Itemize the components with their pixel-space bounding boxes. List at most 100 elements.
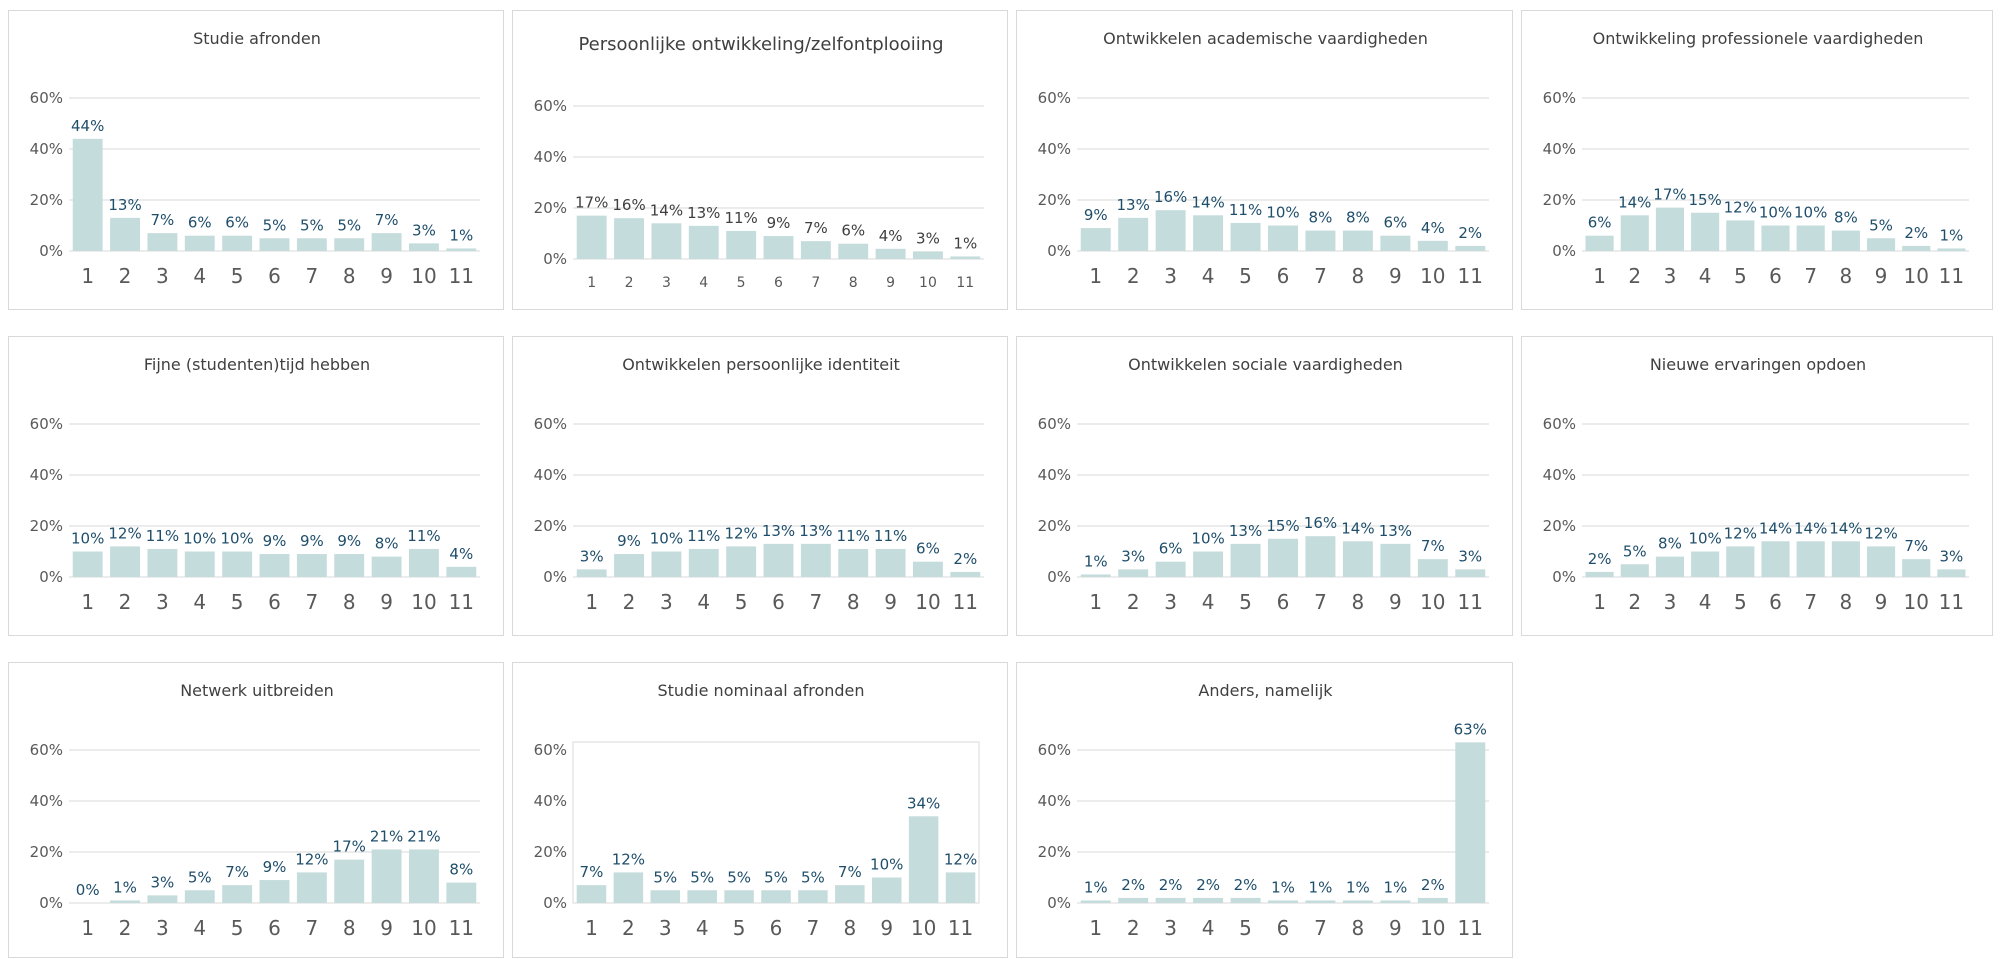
x-tick-label: 3 [1664, 264, 1677, 288]
data-label: 1% [1383, 878, 1407, 896]
bar [334, 554, 365, 577]
bar [1080, 900, 1111, 903]
x-tick-label: 7 [811, 275, 820, 291]
bar [800, 241, 831, 259]
data-label: 3% [151, 873, 175, 891]
chart-panel: Nieuwe ervaringen opdoen 0% 20% 40% 60% 2% 1 5%… [1521, 336, 1993, 636]
data-label: 14% [1794, 519, 1827, 537]
chart-panel: Ontwikkelen sociale vaardigheden 0% 20% 40%… [1016, 336, 1513, 636]
data-label: 9% [263, 858, 287, 876]
data-label: 13% [1379, 522, 1412, 540]
x-tick-label: 11 [1939, 590, 1964, 614]
bar [1831, 230, 1860, 251]
data-label: 9% [1084, 206, 1108, 224]
bar [1193, 897, 1224, 903]
x-tick-label: 11 [449, 590, 474, 614]
y-tick-label: 40% [1543, 466, 1576, 484]
data-label: 8% [449, 861, 473, 879]
data-label: 16% [1154, 188, 1187, 206]
data-label: 7% [151, 211, 175, 229]
x-tick-label: 3 [156, 590, 169, 614]
bar [1080, 228, 1111, 251]
chart-title: Nieuwe ervaringen opdoen [1650, 355, 1866, 374]
data-label: 14% [1341, 519, 1374, 537]
bar [184, 235, 215, 251]
y-tick-label: 20% [30, 517, 63, 535]
x-tick-label: 7 [809, 590, 822, 614]
data-label: 12% [108, 524, 141, 542]
data-label: 2% [1458, 224, 1482, 242]
data-label: 7% [1904, 537, 1928, 555]
x-tick-label: 4 [1202, 264, 1215, 288]
x-tick-label: 1 [1593, 264, 1606, 288]
x-tick-label: 2 [1628, 264, 1641, 288]
bar [1080, 574, 1111, 577]
bar [1726, 546, 1755, 577]
bar [576, 885, 607, 903]
bar [1796, 225, 1825, 251]
bar [222, 885, 253, 903]
data-label: 3% [1458, 547, 1482, 565]
data-label: 1% [1084, 552, 1108, 570]
bar [147, 895, 178, 903]
y-tick-label: 20% [1543, 517, 1576, 535]
x-tick-label: 9 [380, 264, 393, 288]
data-label: 10% [1794, 204, 1827, 222]
chart-title: Anders, namelijk [1198, 681, 1333, 700]
data-label: 10% [183, 530, 216, 548]
y-tick-label: 60% [1038, 89, 1071, 107]
x-tick-label: 11 [449, 916, 474, 940]
bar [1726, 220, 1755, 251]
y-tick-label: 0% [1047, 242, 1071, 260]
chart-panel: Studie afronden 0% 20% 40% 60% 44% 1 13% 2 7% 3 6% 4… [8, 10, 504, 310]
bar [913, 251, 943, 259]
bar [1902, 245, 1931, 251]
data-label: 7% [804, 219, 828, 237]
bar-chart: Studie nominaal afronden0%20%40%60%7%112… [534, 681, 980, 940]
bar [688, 548, 719, 577]
data-label: 10% [71, 530, 104, 548]
data-label: 9% [337, 532, 361, 550]
bar [1455, 245, 1486, 251]
x-tick-label: 3 [660, 590, 673, 614]
data-label: 5% [690, 868, 714, 886]
bar [1455, 742, 1486, 903]
x-tick-label: 8 [1352, 264, 1365, 288]
x-tick-label: 10 [411, 916, 436, 940]
bar [1620, 564, 1649, 577]
y-tick-label: 20% [534, 517, 567, 535]
bar [763, 236, 794, 259]
data-label: 12% [944, 850, 977, 868]
bar [72, 138, 103, 251]
bar-chart: Netwerk uitbreiden 0% 20% 40% 60% 0% 1 1% 2 3% 3 5%… [30, 681, 480, 940]
data-label: 1% [1940, 226, 1964, 244]
x-tick-label: 2 [119, 264, 132, 288]
bar [950, 256, 981, 259]
x-tick-label: 8 [1352, 590, 1365, 614]
bar [184, 890, 215, 903]
y-tick-label: 40% [534, 792, 567, 810]
data-label: 2% [1234, 876, 1258, 894]
data-label: 3% [412, 221, 436, 239]
bar-chart: Studie afronden0%20%40%60%44%113%27%36%4… [30, 29, 480, 288]
x-tick-label: 3 [1164, 264, 1177, 288]
y-tick-label: 40% [1038, 792, 1071, 810]
x-tick-label: 9 [1875, 590, 1888, 614]
x-tick-label: 7 [1804, 264, 1817, 288]
y-tick-label: 20% [1038, 517, 1071, 535]
x-tick-label: 4 [1699, 264, 1712, 288]
data-label: 10% [220, 530, 253, 548]
x-tick-label: 6 [772, 590, 785, 614]
bar [1455, 569, 1486, 577]
data-label: 1% [113, 878, 137, 896]
bar [1193, 215, 1224, 251]
x-tick-label: 7 [1314, 590, 1327, 614]
bar [446, 248, 477, 251]
chart-panel: Anders, namelijk 0% 20% 40% 60% 1% 1 2% 2 2% 3 2% 4 2… [1016, 662, 1513, 958]
x-tick-label: 5 [231, 590, 244, 614]
data-label: 5% [300, 216, 324, 234]
x-tick-label: 5 [1734, 590, 1747, 614]
data-label: 3% [1121, 547, 1145, 565]
data-label: 4% [449, 545, 473, 563]
bar [798, 890, 828, 903]
